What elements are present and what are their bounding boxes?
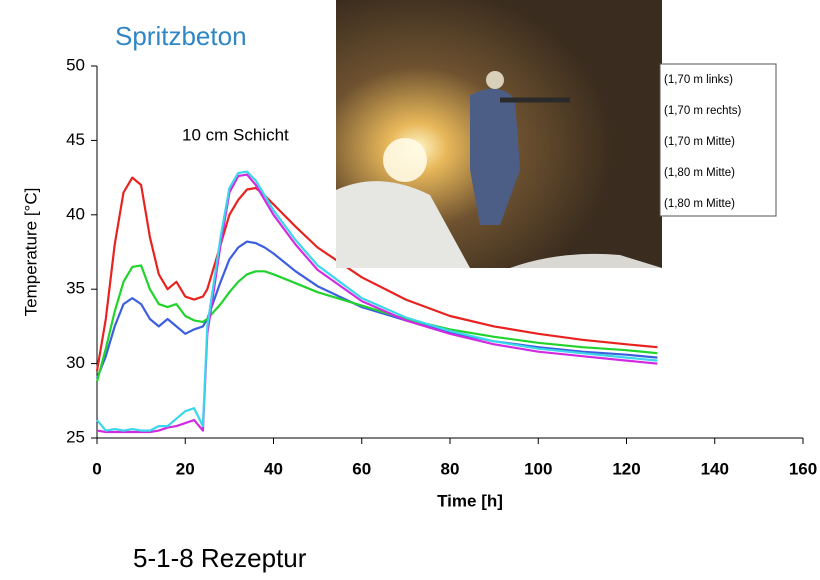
legend-entry: (1,70 m links): [664, 74, 733, 86]
y-tick-label: 40: [66, 204, 85, 223]
x-tick-label: 40: [264, 459, 283, 478]
bag: [336, 181, 470, 268]
title: Spritzbeton: [115, 21, 247, 51]
legend-entry: (1,80 m Mitte): [664, 167, 735, 179]
sheet: [510, 253, 662, 268]
x-axis-label: Time [h]: [437, 491, 503, 510]
photo: [336, 0, 662, 268]
y-tick-label: 45: [66, 130, 85, 149]
series-line: [95, 240, 658, 379]
y-tick-label: 35: [66, 279, 85, 298]
worker: [470, 88, 520, 225]
x-tick-label: 160: [789, 459, 817, 478]
x-tick-label: 80: [441, 459, 460, 478]
y-axis-label: Temperature [°C]: [21, 188, 40, 317]
annotation: 10 cm Schicht: [182, 125, 289, 144]
plot-area: 25 30 35 40 45 50 0 20 40 60 80 100 120 140 160: [66, 55, 817, 478]
legend-entry: (1,70 m rechts): [664, 105, 741, 117]
x-tick-label: 0: [92, 459, 101, 478]
legend: (1,70 m links) (1,70 m rechts) (1,70 m Mit…: [664, 74, 741, 210]
y-tick-label: 50: [66, 55, 85, 74]
series-line: [96, 170, 658, 432]
helmet: [486, 71, 504, 89]
x-tick-label: 140: [701, 459, 729, 478]
legend-box: [659, 63, 777, 217]
x-tick-label: 60: [352, 459, 371, 478]
series-line: [95, 264, 658, 382]
x-tick-label: 120: [612, 459, 640, 478]
y-tick-label: 30: [66, 353, 85, 372]
x-tick-label: 20: [176, 459, 195, 478]
y-tick-label: 25: [66, 427, 85, 446]
series-line: [95, 176, 658, 372]
legend-entry: (1,80 m Mitte): [664, 198, 735, 210]
legend-entry: (1,70 m Mitte): [664, 136, 735, 148]
x-tick-label: 100: [524, 459, 552, 478]
light: [383, 138, 427, 182]
footer: 5-1-8 Rezeptur: [133, 543, 307, 573]
